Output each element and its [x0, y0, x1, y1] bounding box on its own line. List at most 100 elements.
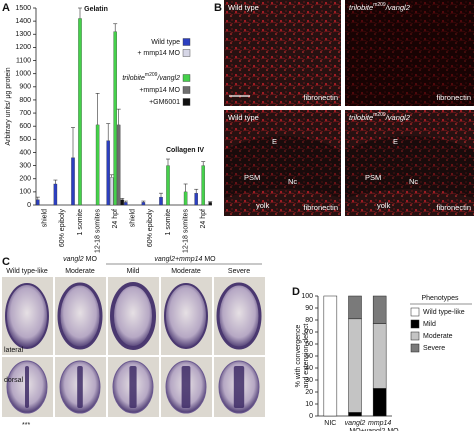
legend-label: +mmp14 MO: [139, 87, 180, 94]
error-bar: [109, 174, 114, 178]
error-bar: [194, 188, 199, 194]
micrograph-signal: [345, 0, 474, 106]
region-label: E: [272, 137, 277, 146]
legend-label-part: Wild type-like: [423, 309, 465, 316]
embryo-lateral: [5, 283, 49, 349]
row-label: lateral: [4, 347, 24, 354]
stain-label: fibronectin: [303, 93, 338, 102]
x-tick-label: 24 hpf: [112, 209, 119, 229]
bar-segment: [348, 412, 362, 417]
legend-swatch: [182, 49, 191, 57]
y-tick-label: 80: [305, 317, 313, 324]
bar-segment: [372, 388, 387, 417]
x-tick-label: 60% epiboly: [59, 209, 66, 248]
x-tick-label: 12-18 somites: [182, 209, 189, 253]
column-label: Moderate: [65, 268, 95, 275]
error-bar: [123, 200, 128, 203]
image-title-part: Wild type: [228, 3, 259, 12]
image-title-part: Wild type: [228, 113, 259, 122]
image-title-part: /vangl2: [385, 3, 411, 12]
error-bar: [120, 198, 125, 200]
column-label: Severe: [228, 268, 250, 275]
legend-label-part: trilobite: [122, 75, 145, 82]
group-header-part: MO: [84, 256, 98, 263]
image-title: Wild type: [228, 3, 259, 12]
y-tick-label: 1500: [15, 5, 31, 12]
x-tick-label: NIC: [324, 420, 336, 427]
y-tick-label: 1100: [16, 57, 31, 64]
group-header: vangl2 MO: [63, 256, 97, 263]
stain-label: fibronectin: [303, 203, 338, 212]
column-label: Wild type-like: [6, 268, 48, 275]
y-tick-label: 500: [19, 136, 31, 143]
bar: [95, 124, 100, 206]
image-title-part: trilobite: [349, 3, 373, 12]
bar: [106, 140, 110, 206]
error-bar: [208, 201, 213, 203]
error-bar: [113, 23, 118, 32]
image-title-part: m209: [373, 112, 386, 118]
legend-swatch: [410, 319, 420, 329]
bar-segment: [348, 295, 362, 320]
image-title: trilobitem209/vangl2: [349, 2, 411, 12]
error-bar: [159, 192, 163, 198]
region-label: PSM: [244, 173, 260, 182]
annotation: Collagen IV: [166, 147, 204, 154]
y-tick-label: 800: [19, 97, 31, 104]
legend-label-part: + mmp14 MO: [137, 50, 180, 57]
bar: [183, 191, 188, 206]
column-label: Moderate: [171, 268, 201, 275]
error-bar: [166, 158, 170, 166]
region-label: Nc: [409, 177, 418, 186]
bar: [201, 165, 205, 206]
x-tick-label: 1 somite: [77, 209, 84, 236]
region-label: PSM: [365, 173, 381, 182]
x-tick-label: 24 hpf: [200, 209, 207, 229]
micrograph: [345, 110, 474, 216]
y-tick-label: 1200: [15, 44, 31, 51]
y-tick-label: 70: [305, 329, 313, 336]
bar: [124, 202, 128, 206]
region-label: Nc: [288, 177, 297, 186]
row-label: dorsal: [4, 377, 24, 384]
legend-label: Wild type-like: [423, 309, 465, 316]
group-header-part: vangl2: [63, 256, 84, 263]
bar: [116, 124, 121, 206]
panel-letter: B: [214, 2, 222, 14]
bar: [194, 193, 198, 206]
y-tick-label: 1400: [15, 18, 31, 25]
y-tick-label: 60: [305, 341, 313, 348]
notochord: [77, 366, 83, 408]
y-axis-label: and extension defect: [303, 324, 310, 389]
embryo-outline: [345, 136, 474, 198]
image-title-part: m209: [373, 2, 386, 8]
y-axis-label: Arbitrary units/ μg protein: [5, 67, 12, 145]
error-bar: [78, 7, 82, 19]
embryo-lateral: [216, 282, 262, 350]
y-tick-label: 50: [305, 353, 313, 360]
error-bar: [53, 179, 58, 184]
y-tick-label: 30: [305, 377, 313, 384]
legend-swatch: [410, 331, 420, 341]
bar: [36, 199, 40, 206]
micrograph: [224, 110, 341, 216]
legend-swatch: [182, 38, 191, 46]
micrograph: [224, 0, 341, 106]
error-bar: [116, 108, 121, 125]
panel-letter: C: [2, 256, 10, 268]
error-bar: [201, 161, 206, 166]
error-bar: [35, 196, 40, 200]
bar: [109, 177, 114, 206]
legend-label: + mmp14 MO: [137, 50, 180, 57]
bar: [141, 202, 146, 206]
bar: [159, 196, 163, 206]
legend-label-part: Moderate: [423, 333, 453, 340]
stain-label: fibronectin: [436, 93, 471, 102]
legend-label-part: /vangl2: [156, 75, 180, 82]
legend-title: Phenotypes: [422, 295, 459, 302]
y-tick-label: 900: [19, 84, 31, 91]
image-title-part: trilobite: [349, 113, 373, 122]
legend-swatch: [182, 86, 191, 94]
legend-label-part: Mild: [423, 321, 436, 328]
x-tick-label: shield: [42, 209, 49, 227]
